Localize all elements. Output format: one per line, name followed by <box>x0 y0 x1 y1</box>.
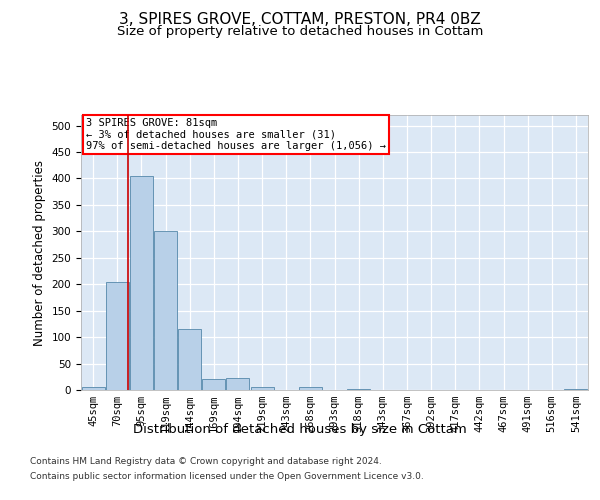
Text: 3, SPIRES GROVE, COTTAM, PRESTON, PR4 0BZ: 3, SPIRES GROVE, COTTAM, PRESTON, PR4 0B… <box>119 12 481 28</box>
Bar <box>154 232 177 390</box>
Text: Distribution of detached houses by size in Cottam: Distribution of detached houses by size … <box>133 422 467 436</box>
Y-axis label: Number of detached properties: Number of detached properties <box>33 160 46 346</box>
Bar <box>299 388 322 390</box>
Text: Contains HM Land Registry data © Crown copyright and database right 2024.: Contains HM Land Registry data © Crown c… <box>30 457 382 466</box>
Bar <box>202 380 225 390</box>
Text: Contains public sector information licensed under the Open Government Licence v3: Contains public sector information licen… <box>30 472 424 481</box>
Bar <box>82 388 104 390</box>
Text: 3 SPIRES GROVE: 81sqm
← 3% of detached houses are smaller (31)
97% of semi-detac: 3 SPIRES GROVE: 81sqm ← 3% of detached h… <box>86 118 386 151</box>
Bar <box>251 388 274 390</box>
Bar <box>130 176 153 390</box>
Bar <box>178 329 201 390</box>
Bar <box>106 282 128 390</box>
Bar <box>226 378 250 390</box>
Text: Size of property relative to detached houses in Cottam: Size of property relative to detached ho… <box>117 25 483 38</box>
